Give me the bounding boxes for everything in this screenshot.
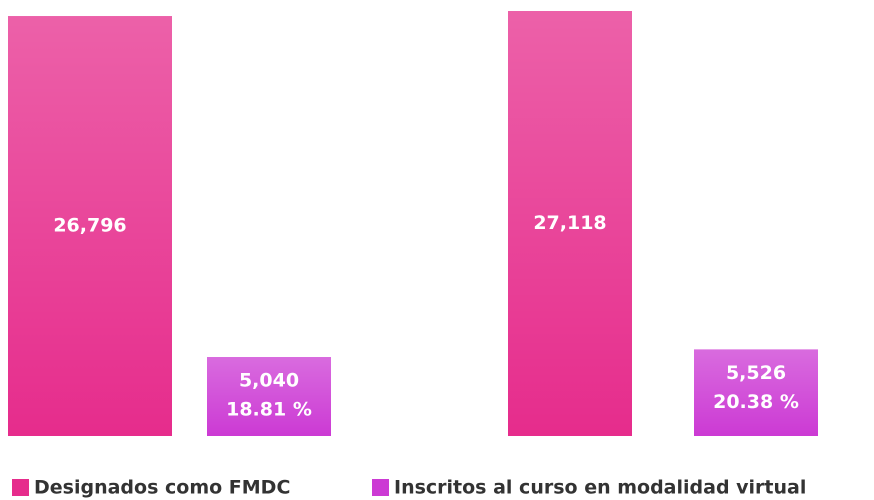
bar-shine <box>508 11 632 437</box>
bar-shine <box>207 357 331 436</box>
legend-swatch <box>372 479 389 496</box>
percent-label: 20.38 % <box>713 391 799 413</box>
legend-label: Inscritos al curso en modalidad virtual <box>394 477 806 499</box>
legend-swatch <box>12 479 29 496</box>
legend-label: Designados como FMDC <box>34 477 290 499</box>
bar-shine <box>694 349 818 436</box>
value-label: 5,526 <box>726 362 786 384</box>
bar-shine <box>8 16 172 437</box>
percent-label: 18.81 % <box>226 399 312 421</box>
value-label: 26,796 <box>53 215 126 237</box>
value-label: 5,040 <box>239 370 299 392</box>
value-label: 27,118 <box>533 212 606 234</box>
